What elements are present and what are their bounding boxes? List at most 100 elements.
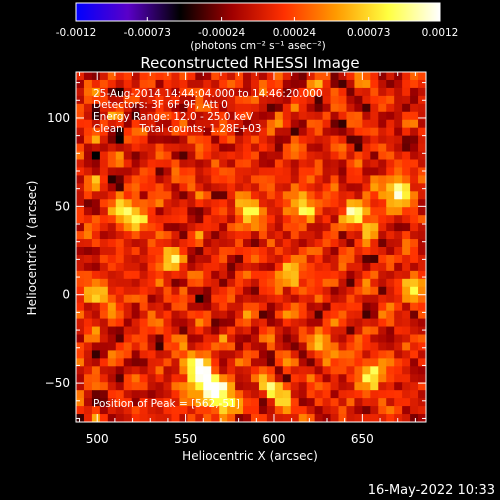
heatmap-cell: [282, 127, 292, 137]
heatmap-cell: [330, 366, 339, 375]
heatmap-cell: [346, 326, 355, 335]
heatmap-cell: [362, 151, 371, 160]
heatmap-cell: [131, 239, 141, 248]
heatmap-cell: [290, 406, 300, 415]
heatmap-cell: [330, 382, 339, 391]
heatmap-cell: [171, 79, 180, 89]
heatmap-cell: [298, 95, 308, 105]
heatmap-cell: [274, 318, 284, 328]
heatmap-cell: [139, 103, 149, 113]
heatmap-cell: [322, 374, 332, 383]
heatmap-cell: [219, 342, 228, 351]
heatmap-cell: [211, 398, 220, 407]
heatmap-cell: [274, 366, 284, 375]
heatmap-cell: [115, 95, 125, 105]
heatmap-cell: [418, 87, 426, 97]
heatmap-cell: [274, 143, 284, 153]
heatmap-cell: [314, 135, 324, 145]
heatmap-cell: [394, 119, 403, 129]
heatmap-cell: [99, 175, 109, 184]
heatmap-cell: [410, 215, 419, 224]
heatmap-cell: [139, 167, 149, 176]
heatmap-cell: [171, 191, 180, 200]
heatmap-cell: [282, 159, 292, 168]
heatmap-cell: [83, 215, 93, 224]
heatmap-cell: [330, 302, 339, 312]
heatmap-cell: [394, 334, 403, 343]
heatmap-cell: [274, 390, 284, 399]
heatmap-cell: [362, 398, 371, 407]
heatmap-cell: [131, 374, 141, 383]
heatmap-cell: [91, 294, 101, 304]
plot-frame: [75, 71, 427, 423]
heatmap-cell: [306, 374, 316, 383]
heatmap-cell: [418, 398, 426, 407]
heatmap-cell: [370, 334, 379, 343]
heatmap-cell: [99, 398, 109, 407]
heatmap-cell: [274, 247, 284, 256]
heatmap-cell: [290, 262, 300, 272]
heatmap-cell: [99, 318, 109, 328]
heatmap-cell: [163, 294, 172, 304]
heatmap-cell: [139, 406, 149, 415]
heatmap-cell: [354, 159, 363, 168]
heatmap-cell: [235, 199, 244, 208]
heatmap-cell: [298, 79, 308, 89]
heatmap-cell: [251, 270, 260, 280]
heatmap-cell: [219, 159, 228, 168]
heatmap-cell: [266, 350, 276, 359]
heatmap-cell: [179, 406, 188, 415]
heatmap-cell: [258, 350, 268, 359]
heatmap-cell: [346, 366, 355, 375]
heatmap-cell: [219, 183, 228, 192]
heatmap-cell: [282, 374, 292, 383]
heatmap-cell: [330, 414, 339, 422]
heatmap-cell: [298, 286, 308, 296]
heatmap-cell: [274, 294, 284, 304]
heatmap-cell: [386, 119, 395, 129]
heatmap-cell: [378, 382, 387, 391]
heatmap-cell: [370, 215, 379, 224]
heatmap-cell: [123, 374, 133, 383]
heatmap-cell: [155, 215, 164, 224]
heatmap-cell: [179, 334, 188, 343]
heatmap-cell: [83, 239, 93, 248]
heatmap-cell: [258, 79, 268, 89]
heatmap-cell: [322, 350, 332, 359]
heatmap-cell: [131, 111, 141, 121]
heatmap-cell: [410, 167, 419, 176]
heatmap-cell: [290, 87, 300, 97]
heatmap-cell: [362, 119, 371, 129]
heatmap-cell: [418, 191, 426, 200]
heatmap-cell: [83, 262, 93, 272]
heatmap-cell: [251, 366, 260, 375]
heatmap-cell: [163, 207, 172, 216]
heatmap-cell: [314, 151, 324, 160]
heatmap-cell: [179, 382, 188, 391]
heatmap-cell: [187, 72, 196, 81]
heatmap-cell: [266, 175, 276, 184]
heatmap-cell: [76, 382, 85, 391]
heatmap-cell: [76, 159, 85, 168]
heatmap-cell: [362, 358, 371, 367]
heatmap-cell: [115, 199, 125, 208]
heatmap-cell: [123, 72, 133, 81]
heatmap-cell: [179, 302, 188, 312]
heatmap-cell: [219, 366, 228, 375]
heatmap-cell: [251, 79, 260, 89]
heatmap-cell: [171, 318, 180, 328]
heatmap-cell: [251, 342, 260, 351]
heatmap-cell: [76, 231, 85, 240]
heatmap-cell: [243, 183, 252, 192]
heatmap-cell: [274, 199, 284, 208]
heatmap-cell: [394, 79, 403, 89]
heatmap-cell: [314, 334, 324, 343]
heatmap-cell: [243, 262, 252, 272]
heatmap-cell: [243, 127, 252, 137]
heatmap-cell: [139, 215, 149, 224]
heatmap-cell: [338, 350, 347, 359]
heatmap-cell: [338, 223, 347, 232]
heatmap-cell: [107, 119, 117, 129]
heatmap-cell: [298, 382, 308, 391]
heatmap-cell: [171, 159, 180, 168]
